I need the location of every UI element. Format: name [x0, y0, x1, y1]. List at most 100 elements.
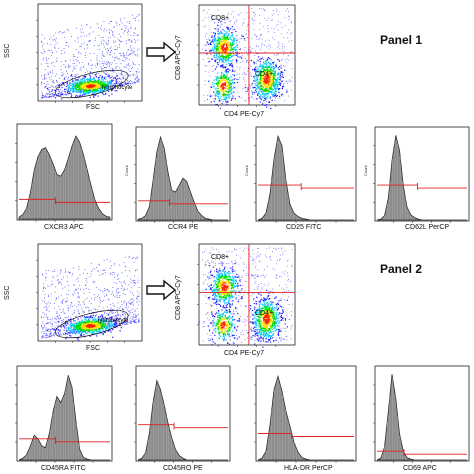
event-dot: [262, 75, 264, 77]
event-dot: [67, 92, 69, 94]
event-dot: [93, 95, 95, 97]
event-dot: [127, 316, 128, 318]
event-dot: [42, 78, 44, 80]
event-dot: [49, 336, 51, 338]
panel-label-1: Panel 1: [380, 33, 423, 47]
event-dot: [227, 95, 229, 97]
event-dot: [233, 91, 235, 93]
event-dot: [76, 94, 78, 97]
event-dot: [48, 328, 50, 330]
event-dot: [108, 83, 110, 85]
event-dot: [114, 322, 116, 324]
event-dot: [268, 71, 270, 74]
event-dot: [66, 82, 68, 84]
event-dot: [133, 295, 134, 297]
event-dot: [128, 22, 130, 24]
event-dot: [102, 317, 104, 319]
event-dot: [218, 19, 220, 22]
event-dot: [133, 257, 134, 259]
event-dot: [130, 80, 131, 81]
event-dot: [86, 281, 88, 283]
event-dot: [209, 95, 211, 97]
event-dot: [214, 95, 217, 97]
event-dot: [259, 90, 261, 92]
event-dot: [261, 83, 263, 85]
event-dot: [50, 79, 52, 80]
event-dot: [133, 51, 135, 53]
event-dot: [124, 316, 126, 318]
event-dot: [203, 94, 205, 96]
event-dot: [229, 31, 231, 33]
event-dot: [93, 91, 95, 94]
event-dot: [65, 301, 67, 303]
event-dot: [230, 63, 232, 66]
event-dot: [109, 312, 110, 314]
event-dot: [80, 81, 83, 84]
event-dot: [95, 328, 97, 330]
event-dot: [91, 93, 93, 96]
event-dot: [266, 97, 268, 99]
event-dot: [231, 87, 233, 90]
event-dot: [224, 40, 226, 42]
event-dot: [244, 87, 246, 89]
event-dot: [269, 82, 271, 84]
event-dot: [66, 89, 68, 91]
event-dot: [287, 82, 289, 84]
event-dot: [276, 79, 279, 81]
event-dot: [90, 270, 92, 272]
event-dot: [206, 33, 208, 34]
event-dot: [277, 77, 279, 79]
event-dot: [217, 63, 219, 66]
event-dot: [135, 27, 136, 29]
event-dot: [75, 328, 77, 330]
event-dot: [231, 60, 233, 62]
event-dot: [134, 17, 136, 19]
event-dot: [264, 9, 266, 11]
event-dot: [60, 65, 62, 67]
event-dot: [215, 46, 217, 48]
event-dot: [268, 31, 269, 33]
event-dot: [113, 85, 115, 87]
event-dot: [123, 288, 125, 290]
event-dot: [103, 325, 106, 328]
event-dot: [46, 58, 48, 60]
event-dot: [250, 76, 252, 77]
event-dot: [54, 332, 55, 334]
event-dot: [216, 103, 218, 106]
event-dot: [55, 86, 57, 88]
event-dot: [222, 78, 224, 80]
event-dot: [221, 91, 223, 93]
event-dot: [106, 289, 108, 291]
event-dot: [43, 313, 45, 315]
event-dot: [267, 58, 268, 60]
event-dot: [231, 41, 234, 43]
event-dot: [115, 78, 117, 80]
event-dot: [45, 287, 46, 289]
event-dot: [44, 69, 46, 71]
event-dot: [42, 96, 43, 98]
event-dot: [125, 307, 127, 309]
event-dot: [89, 76, 92, 78]
event-dot: [211, 36, 213, 38]
event-dot: [286, 32, 288, 34]
event-dot: [80, 317, 81, 319]
event-dot: [88, 300, 90, 302]
event-dot: [219, 85, 221, 87]
event-dot: [272, 19, 274, 21]
event-dot: [100, 88, 101, 89]
event-dot: [265, 68, 267, 71]
event-dot: [269, 85, 272, 88]
event-dot: [265, 71, 267, 73]
event-dot: [257, 53, 259, 55]
event-dot: [271, 19, 272, 21]
event-dot: [77, 59, 79, 61]
event-dot: [224, 34, 226, 36]
event-dot: [110, 83, 113, 85]
event-dot: [51, 280, 53, 282]
event-dot: [251, 97, 253, 99]
event-dot: [83, 90, 85, 92]
event-dot: [272, 95, 274, 97]
event-dot: [231, 51, 233, 53]
event-dot: [120, 73, 122, 74]
event-dot: [274, 74, 276, 76]
